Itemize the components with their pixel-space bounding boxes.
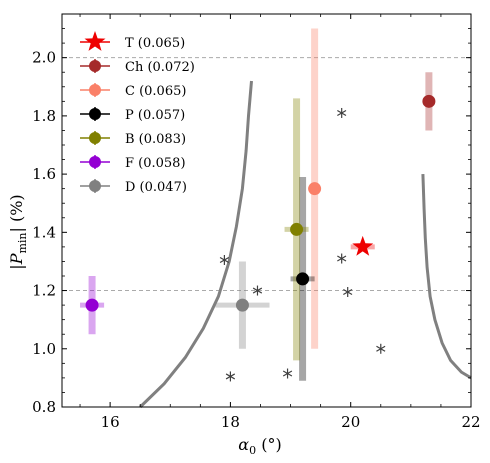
- data-point: [235, 298, 249, 312]
- y-axis-label: |Pmin| (%): [7, 194, 29, 269]
- point-layer: [85, 94, 436, 312]
- legend-label: P (0.057): [125, 108, 185, 123]
- tick-layer: 16 18 20 22 0.8 1.0 1.2 1.4 1.6 1.8 2.0: [32, 14, 481, 431]
- legend-marker: [89, 60, 101, 72]
- x-axis-label: α0 (°): [238, 435, 281, 457]
- asterisk-layer: [219, 107, 386, 382]
- asterisk-marker: [282, 368, 293, 379]
- legend-label: C (0.065): [125, 84, 186, 99]
- x-tick-label: 18: [221, 413, 240, 431]
- data-point: [308, 182, 322, 196]
- gridline-layer: [62, 57, 471, 292]
- data-point: [290, 222, 304, 236]
- data-point: [85, 298, 99, 312]
- y-tick-label: 0.8: [32, 398, 56, 416]
- asterisk-stroke: [225, 373, 236, 380]
- errorbar-layer: [80, 28, 433, 381]
- model-curve: [139, 80, 253, 409]
- asterisk-stroke: [343, 288, 353, 296]
- asterisk-marker: [343, 287, 353, 298]
- data-point: [296, 272, 310, 286]
- x-tick-label: 20: [341, 413, 360, 431]
- data-point-star: [352, 235, 374, 256]
- legend-label: D (0.047): [125, 180, 187, 195]
- legend-marker: [89, 132, 101, 144]
- asterisk-stroke: [337, 109, 347, 116]
- y-tick-label: 1.0: [32, 340, 56, 358]
- y-tick-label: 1.8: [32, 107, 56, 125]
- legend-marker: [89, 156, 101, 168]
- model-curve: [421, 174, 472, 380]
- asterisk-marker: [337, 107, 347, 118]
- legend-label: F (0.058): [125, 156, 186, 171]
- asterisk-marker: [337, 253, 347, 264]
- asterisk-stroke: [219, 256, 230, 264]
- plot-frame: [61, 13, 472, 408]
- asterisk-marker: [252, 285, 263, 296]
- asterisk-stroke: [376, 345, 386, 352]
- legend-marker-star: [84, 31, 106, 51]
- legend-marker: [89, 180, 101, 192]
- asterisk-marker: [219, 254, 230, 265]
- legend-label: T (0.065): [125, 36, 185, 51]
- asterisk-marker: [225, 371, 236, 382]
- legend-label: B (0.083): [125, 132, 186, 147]
- y-tick-label: 1.6: [32, 165, 56, 183]
- asterisk-stroke: [282, 370, 293, 377]
- legend-label: Ch (0.072): [125, 60, 195, 75]
- asterisk-stroke: [337, 255, 347, 262]
- x-tick-label: 16: [101, 413, 120, 431]
- asterisk-marker: [376, 343, 386, 354]
- legend: T (0.065) Ch (0.072) C (0.065) P (0.057) B (…: [80, 31, 195, 195]
- y-tick-label: 2.0: [32, 49, 56, 67]
- curve-layer: [139, 80, 472, 409]
- legend-marker: [89, 84, 101, 96]
- y-tick-label: 1.2: [32, 282, 56, 300]
- legend-marker: [89, 108, 101, 120]
- y-tick-label: 1.4: [32, 223, 56, 241]
- asterisk-stroke: [252, 287, 263, 294]
- x-tick-label: 22: [461, 413, 480, 431]
- data-point: [422, 94, 436, 108]
